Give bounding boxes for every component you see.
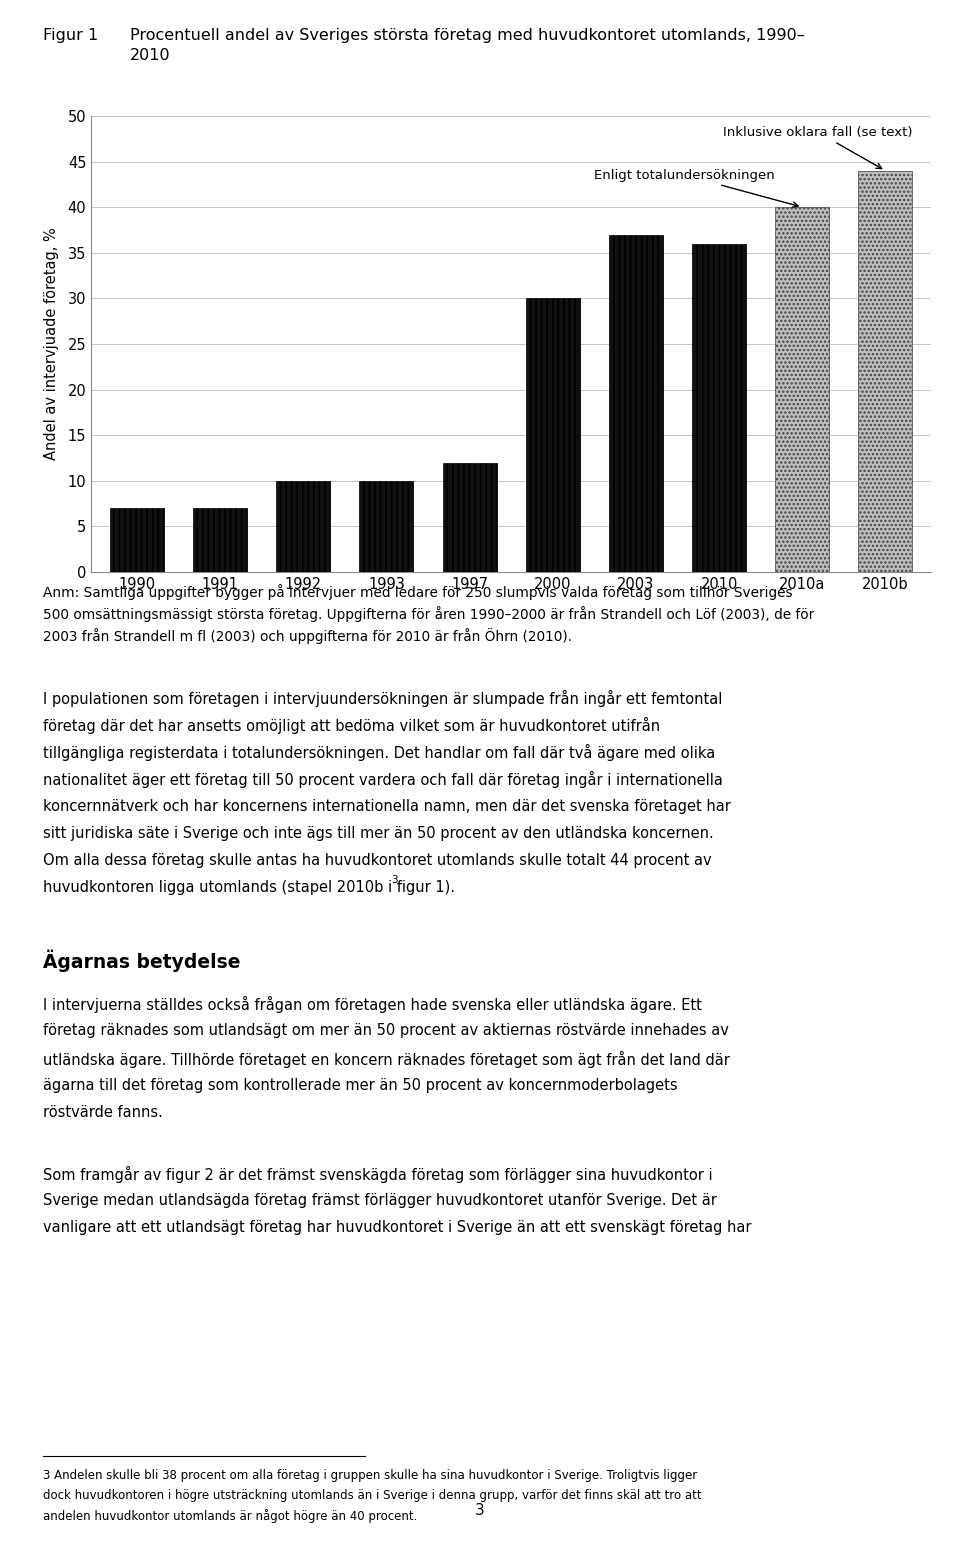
Text: Sverige medan utlandsägda företag främst förlägger huvudkontoret utanför Sverige: Sverige medan utlandsägda företag främst…: [43, 1194, 717, 1207]
Text: sitt juridiska säte i Sverige och inte ägs till mer än 50 procent av den utländs: sitt juridiska säte i Sverige och inte ä…: [43, 826, 714, 841]
Text: Som framgår av figur 2 är det främst svenskägda företag som förlägger sina huvud: Som framgår av figur 2 är det främst sve…: [43, 1166, 713, 1183]
Text: koncernnätverk och har koncernens internationella namn, men där det svenska före: koncernnätverk och har koncernens intern…: [43, 798, 732, 813]
Text: Figur 1: Figur 1: [43, 28, 99, 43]
Text: 3: 3: [391, 875, 397, 884]
Text: I populationen som företagen i intervjuundersökningen är slumpade från ingår ett: I populationen som företagen i intervjuu…: [43, 690, 723, 708]
Text: tillgängliga registerdata i totalundersökningen. Det handlar om fall där två äga: tillgängliga registerdata i totalundersö…: [43, 745, 715, 762]
Text: andelen huvudkontor utomlands är något högre än 40 procent.: andelen huvudkontor utomlands är något h…: [43, 1509, 418, 1523]
Text: I intervjuerna ställdes också frågan om företagen hade svenska eller utländska ä: I intervjuerna ställdes också frågan om …: [43, 997, 702, 1014]
Text: företag där det har ansetts omöjligt att bedöma vilket som är huvudkontoret utif: företag där det har ansetts omöjligt att…: [43, 717, 660, 734]
Bar: [109, 509, 164, 572]
Text: 3 Andelen skulle bli 38 procent om alla företag i gruppen skulle ha sina huvudko: 3 Andelen skulle bli 38 procent om alla …: [43, 1469, 698, 1481]
Bar: [692, 244, 746, 572]
Text: ägarna till det företag som kontrollerade mer än 50 procent av koncernmoderbolag: ägarna till det företag som kontrollerad…: [43, 1078, 678, 1093]
Bar: [193, 509, 247, 572]
Text: dock huvudkontoren i högre utsträckning utomlands än i Sverige i denna grupp, va: dock huvudkontoren i högre utsträckning …: [43, 1489, 702, 1501]
Text: Om alla dessa företag skulle antas ha huvudkontoret utomlands skulle totalt 44 p: Om alla dessa företag skulle antas ha hu…: [43, 853, 711, 867]
Text: röstvärde fanns.: röstvärde fanns.: [43, 1105, 163, 1119]
Text: Enligt totalundersökningen: Enligt totalundersökningen: [594, 169, 798, 207]
Bar: [776, 207, 829, 572]
Bar: [858, 170, 913, 572]
Text: Inklusive oklara fall (se text): Inklusive oklara fall (se text): [723, 125, 913, 169]
Text: Anm: Samtliga uppgifter bygger på intervjuer med ledare för 250 slumpvis valda f: Anm: Samtliga uppgifter bygger på interv…: [43, 584, 814, 643]
Y-axis label: Andel av intervjuade företag, %: Andel av intervjuade företag, %: [44, 227, 60, 461]
Bar: [359, 481, 414, 572]
Text: vanligare att ett utlandsägt företag har huvudkontoret i Sverige än att ett sven: vanligare att ett utlandsägt företag har…: [43, 1220, 752, 1235]
Bar: [443, 462, 496, 572]
Text: Ägarnas betydelse: Ägarnas betydelse: [43, 949, 241, 972]
Text: Procentuell andel av Sveriges största företag med huvudkontoret utomlands, 1990–: Procentuell andel av Sveriges största fö…: [130, 28, 804, 43]
Text: 3: 3: [475, 1503, 485, 1518]
Text: nationalitet äger ett företag till 50 procent vardera och fall där företag ingår: nationalitet äger ett företag till 50 pr…: [43, 771, 723, 788]
Text: huvudkontoren ligga utomlands (stapel 2010b i figur 1).: huvudkontoren ligga utomlands (stapel 20…: [43, 880, 455, 895]
Text: 2010: 2010: [130, 48, 170, 63]
Text: utländska ägare. Tillhörde företaget en koncern räknades företaget som ägt från : utländska ägare. Tillhörde företaget en …: [43, 1051, 730, 1068]
Bar: [276, 481, 330, 572]
Text: företag räknades som utlandsägt om mer än 50 procent av aktiernas röstvärde inne: företag räknades som utlandsägt om mer ä…: [43, 1023, 729, 1039]
Bar: [526, 298, 580, 572]
Bar: [609, 235, 663, 572]
